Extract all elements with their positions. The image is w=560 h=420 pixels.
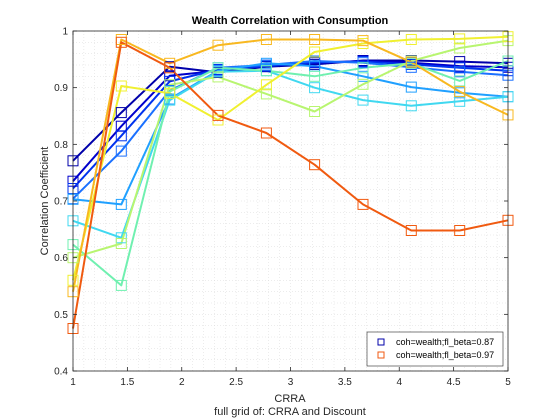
data-point-6-1 [115, 279, 127, 291]
x-tick-label-7: 4.5 [447, 377, 461, 388]
data-point-7-2 [164, 79, 176, 91]
data-point-9-5 [309, 34, 321, 45]
y-tick-label-0: 0.4 [54, 367, 68, 378]
series-line-8 [72, 35, 509, 281]
data-point-1-2 [164, 70, 176, 82]
data-point-8-1 [115, 80, 127, 92]
data-point-4-1 [115, 198, 127, 210]
data-point-4-4 [260, 57, 272, 69]
data-point-6-8 [454, 75, 466, 87]
y-tick-label-6: 1 [62, 27, 68, 38]
y-tick-label-3: 0.7 [54, 197, 68, 208]
data-point-9-4 [260, 34, 272, 45]
data-point-7-5 [309, 106, 321, 117]
series-line-3 [72, 60, 509, 200]
data-point-6-4 [260, 65, 272, 77]
series-line-5 [72, 69, 509, 239]
x-tick-label-1: 1.5 [120, 377, 134, 388]
x-tick-label-0: 1 [70, 377, 76, 388]
legend-label-0: coh=wealth;fl_beta=0.87 [396, 337, 494, 347]
data-point-10-2 [164, 62, 176, 74]
y-tick-labels: 0.4 0.5 0.6 0.7 0.8 0.9 1 [54, 27, 68, 378]
data-point-10-5 [309, 159, 321, 171]
x-tick-label-2: 2 [179, 377, 185, 388]
data-point-5-5 [309, 82, 321, 94]
data-point-5-6 [357, 94, 369, 106]
data-point-10-4 [260, 127, 272, 139]
data-point-7-1 [115, 238, 127, 249]
y-tick-label-5: 0.9 [54, 83, 68, 94]
series-line-9 [72, 38, 509, 292]
data-point-7-6 [357, 78, 369, 90]
series-line-4 [72, 62, 509, 206]
legend-marker-1 [377, 351, 385, 359]
data-point-4-7 [405, 81, 417, 93]
series-line-10 [72, 41, 509, 329]
data-point-9-3 [212, 39, 224, 51]
x-tick-label-6: 4 [396, 377, 402, 388]
series-line-6 [72, 60, 509, 287]
data-point-8-8 [454, 33, 466, 45]
data-point-6-3 [212, 62, 224, 74]
data-point-3-1 [115, 145, 127, 157]
y-tick-label-1: 0.5 [54, 310, 68, 321]
data-point-0-1 [115, 107, 127, 119]
y-tick-label-2: 0.6 [54, 253, 68, 264]
series-line-7 [72, 39, 509, 259]
chart-caption: full grid of: CRRA and Discount [214, 406, 366, 418]
x-axis-label: CRRA [274, 393, 306, 405]
legend: coh=wealth;fl_beta=0.87 coh=wealth;fl_be… [366, 331, 504, 367]
data-point-9-7 [405, 56, 417, 68]
series-lines [72, 35, 509, 329]
data-point-8-7 [405, 34, 417, 45]
axis-ticks [72, 30, 509, 372]
x-tick-labels: 1 1.5 2 2.5 3 3.5 4 4.5 5 [70, 377, 511, 388]
data-point-10-3 [212, 109, 224, 121]
data-point-10-8 [454, 225, 466, 236]
data-point-8-2 [164, 87, 176, 99]
y-axis-label: Correlation Coefficient [39, 147, 51, 256]
data-point-7-3 [212, 71, 224, 83]
chart-title: Wealth Correlation with Consumption [192, 15, 389, 27]
data-point-10-7 [405, 225, 417, 236]
legend-marker-0 [377, 338, 385, 346]
data-point-8-5 [309, 46, 321, 58]
data-point-6-5 [309, 70, 321, 82]
legend-label-1: coh=wealth;fl_beta=0.97 [396, 350, 494, 360]
x-tick-label-5: 3.5 [338, 377, 352, 388]
data-point-8-4 [260, 79, 272, 91]
data-point-3-8 [454, 66, 466, 78]
data-point-6-6 [357, 62, 369, 74]
legend-box [366, 331, 504, 367]
data-point-10-6 [357, 198, 369, 210]
data-point-9-8 [454, 86, 466, 98]
data-point-2-1 [115, 130, 127, 142]
data-point-9-6 [357, 35, 369, 47]
x-tick-label-4: 3 [288, 377, 294, 388]
data-point-10-1 [115, 36, 127, 48]
data-point-4-6 [357, 70, 369, 82]
data-point-7-4 [260, 88, 272, 100]
x-tick-label-8: 5 [505, 377, 511, 388]
data-point-5-1 [115, 232, 127, 244]
y-tick-label-4: 0.8 [54, 140, 68, 151]
data-point-7-8 [454, 42, 466, 54]
data-point-5-2 [164, 94, 176, 106]
data-point-5-7 [405, 100, 417, 112]
x-tick-label-3: 2.5 [229, 377, 243, 388]
